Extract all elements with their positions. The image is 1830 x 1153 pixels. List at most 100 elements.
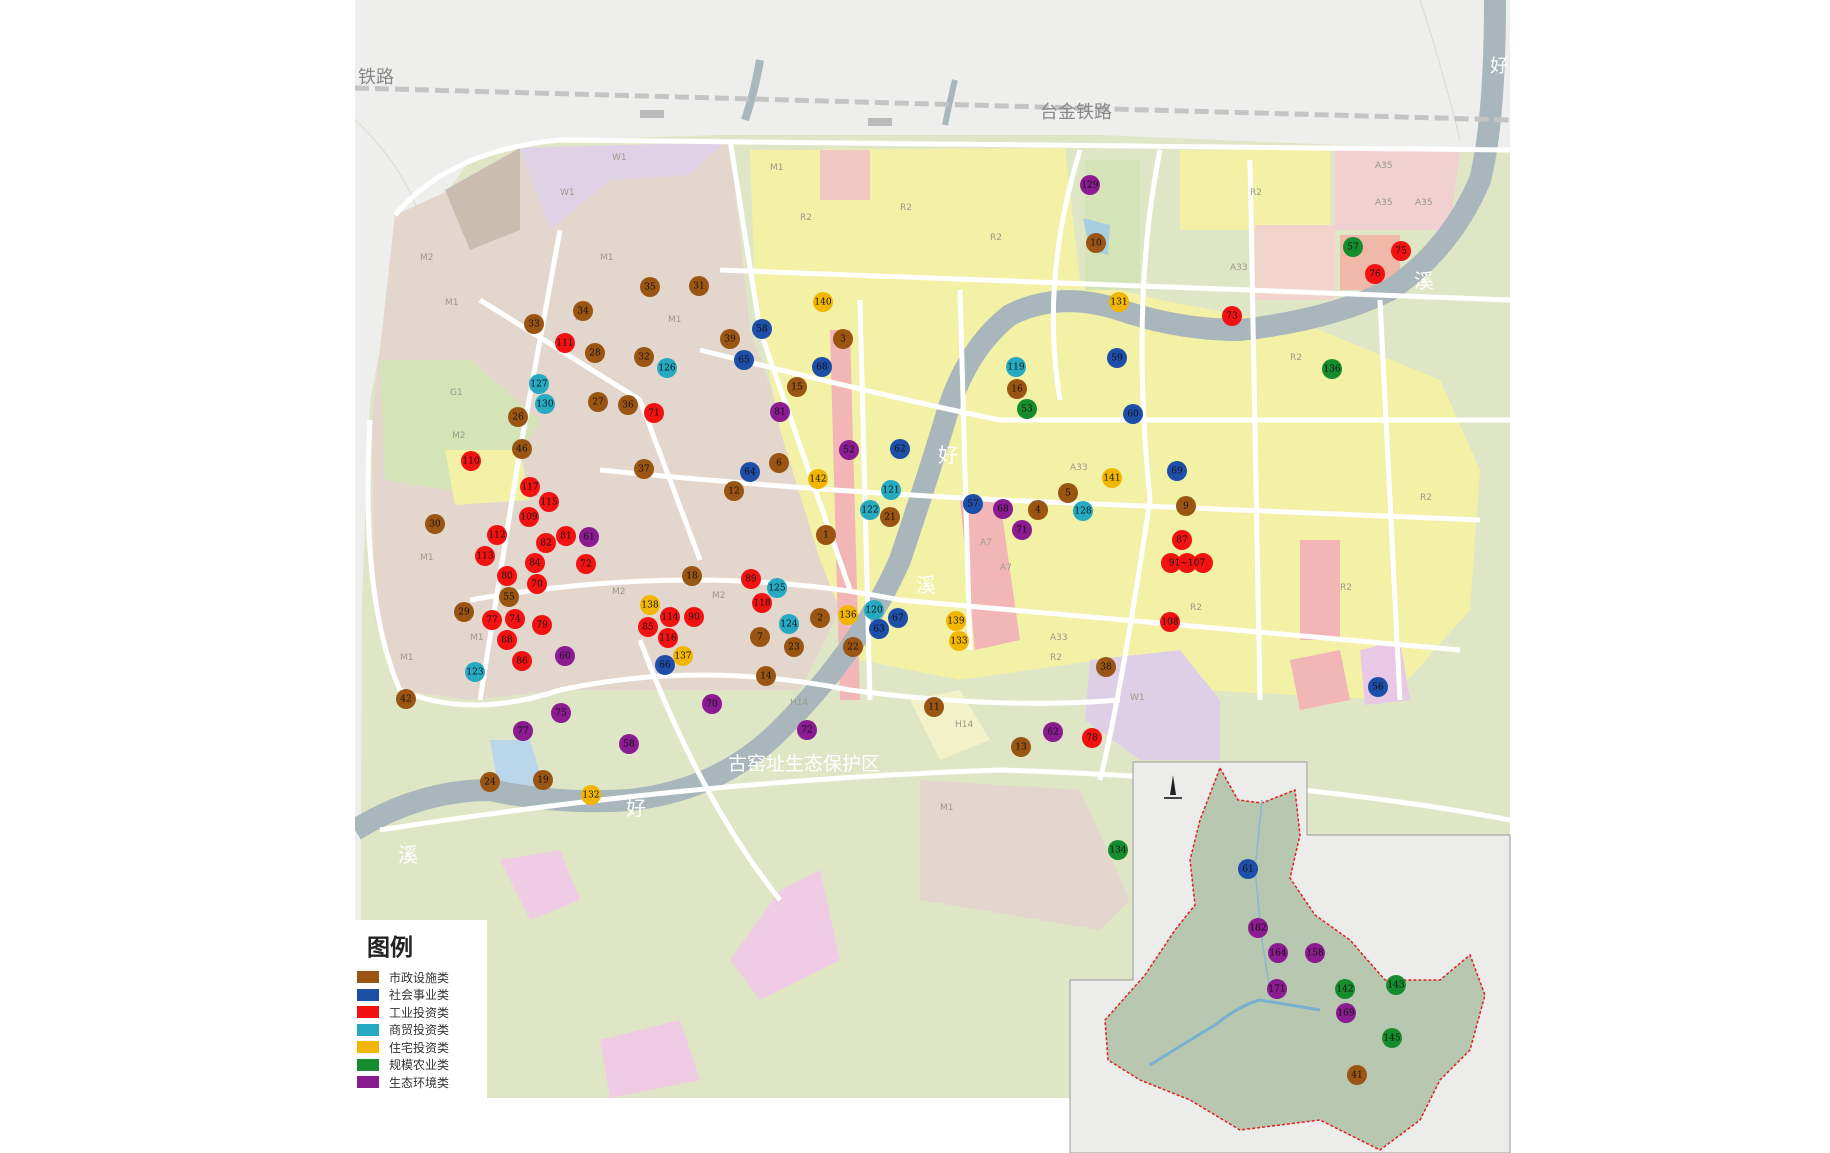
zone-label: M1 [770, 163, 784, 173]
marker-label: 37 [638, 465, 650, 475]
marker-127: 127 [529, 374, 549, 394]
marker-circle [576, 554, 596, 574]
marker-55: 55 [499, 587, 519, 607]
marker-79: 79 [532, 615, 552, 635]
marker-36: 36 [618, 395, 638, 415]
marker-circle [734, 350, 754, 370]
zone-label: A35 [1375, 161, 1393, 171]
zone-label: M2 [420, 253, 434, 263]
marker-label: 158 [1306, 949, 1323, 959]
marker-14: 14 [756, 666, 776, 686]
marker-circle [465, 662, 485, 682]
marker-label: 81 [774, 408, 785, 418]
marker-label: 145 [1383, 1034, 1400, 1044]
marker-label: 57 [967, 500, 979, 510]
marker-129: 129 [1080, 175, 1100, 195]
residential-zone [750, 148, 1480, 700]
marker-26: 26 [508, 407, 528, 427]
marker-31: 31 [689, 276, 709, 296]
marker-circle [1011, 737, 1031, 757]
marker-143: 143 [1386, 975, 1406, 995]
marker-81: 81 [770, 402, 790, 422]
legend-label: 市政设施类 [389, 970, 450, 985]
marker-label: 58 [756, 325, 768, 335]
marker-circle [551, 703, 571, 723]
marker-circle [888, 608, 908, 628]
zone-label: R2 [1050, 653, 1062, 663]
marker-label: 82 [540, 539, 551, 549]
marker-19: 19 [533, 770, 553, 790]
marker-circle [682, 566, 702, 586]
marker-82: 82 [536, 533, 556, 553]
marker-57: 57 [963, 494, 983, 514]
legend-item: 工业投资类 [357, 1005, 449, 1020]
marker-label: 41 [1351, 1071, 1362, 1081]
zone-label: H14 [790, 698, 808, 708]
marker-138: 138 [640, 595, 660, 615]
marker-circle [752, 319, 772, 339]
marker-circle [1382, 1028, 1402, 1048]
river-label: 好 [938, 443, 958, 467]
marker-122: 122 [860, 500, 880, 520]
river-label: 好 [1490, 56, 1508, 77]
marker-label: 132 [582, 791, 599, 801]
legend-item: 规模农业类 [357, 1058, 449, 1072]
marker-label: 137 [674, 652, 691, 662]
marker-28: 28 [585, 343, 605, 363]
marker-circle [784, 637, 804, 657]
marker-circle [864, 600, 884, 620]
marker-circle [1080, 175, 1100, 195]
marker-label: 118 [753, 599, 770, 609]
marker-label: 117 [521, 483, 538, 493]
marker-circle [396, 689, 416, 709]
marker-label: 13 [1015, 743, 1027, 753]
marker-circle [1368, 677, 1388, 697]
legend-swatch [357, 1006, 379, 1018]
marker-89: 89 [741, 569, 761, 589]
marker-label: 72 [801, 726, 812, 736]
marker-label: 14 [760, 672, 772, 682]
marker-74: 74 [505, 609, 525, 629]
marker-circle [1161, 553, 1181, 573]
marker-circle [740, 462, 760, 482]
marker-label: 182 [1249, 924, 1266, 934]
marker-label: 91~107 [1169, 559, 1205, 569]
marker-2: 2 [810, 608, 830, 628]
marker-30: 30 [425, 514, 445, 534]
marker-label: 18 [686, 572, 698, 582]
marker-42: 42 [396, 689, 416, 709]
marker-label: 90 [688, 613, 700, 623]
marker-circle [684, 607, 704, 627]
marker-circle [1123, 404, 1143, 424]
marker-circle [1160, 612, 1180, 632]
marker-136: 136 [838, 605, 858, 625]
marker-label: 79 [536, 621, 548, 631]
marker-60: 60 [555, 646, 575, 666]
marker-68: 68 [812, 357, 832, 377]
marker-108: 108 [1160, 612, 1180, 632]
marker-circle [556, 526, 576, 546]
marker-label: 78 [1086, 734, 1098, 744]
marker-label: 121 [882, 486, 899, 496]
marker-46: 46 [512, 439, 532, 459]
marker-171: 171 [1267, 979, 1287, 999]
marker-label: 33 [528, 320, 540, 330]
railway-label: 台金铁路 [1040, 102, 1112, 123]
marker-label: 111 [556, 339, 573, 349]
marker-circle [881, 480, 901, 500]
marker-63: 63 [869, 619, 889, 639]
marker-label: 10 [1090, 239, 1102, 249]
marker-circle [539, 492, 559, 512]
marker-circle [767, 578, 787, 598]
legend-item: 生态环境类 [357, 1075, 449, 1090]
marker-circle [838, 605, 858, 625]
marker-33: 33 [524, 314, 544, 334]
marker-circle [890, 439, 910, 459]
marker-circle [1365, 264, 1385, 284]
marker-label: 4 [1035, 506, 1041, 516]
zone-label: R2 [800, 213, 812, 223]
marker-label: 65 [738, 356, 750, 366]
marker-label: 55 [503, 593, 515, 603]
marker-label: 29 [458, 608, 470, 618]
